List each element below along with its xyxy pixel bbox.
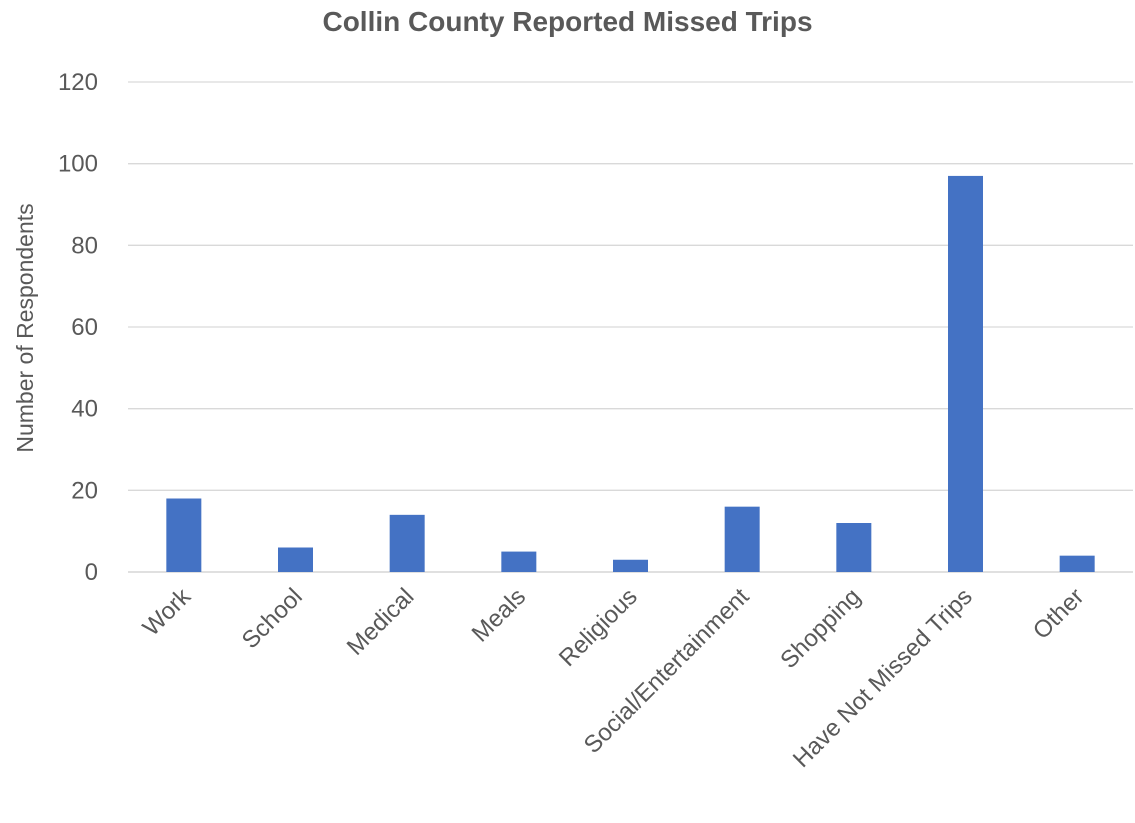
bar xyxy=(278,547,313,572)
x-tick-label: Work xyxy=(138,582,197,641)
x-tick-label: School xyxy=(237,583,308,654)
chart-title: Collin County Reported Missed Trips xyxy=(322,6,813,37)
y-tick-label: 80 xyxy=(71,232,98,259)
bar xyxy=(613,559,648,572)
bar xyxy=(724,506,760,572)
y-tick-label: 100 xyxy=(58,151,98,178)
bar xyxy=(836,523,872,572)
x-tick-label: Medical xyxy=(342,583,420,661)
y-axis-label: Number of Respondents xyxy=(12,203,38,452)
bar xyxy=(1059,555,1095,572)
y-tick-label: 60 xyxy=(71,314,98,341)
x-tick-label: Meals xyxy=(467,583,531,647)
bar xyxy=(948,175,983,572)
bar xyxy=(501,551,537,572)
y-tick-label: 120 xyxy=(58,69,98,96)
x-tick-label: Have Not Missed Trips xyxy=(788,583,978,773)
bar xyxy=(389,514,425,572)
x-tick-label: Other xyxy=(1028,583,1090,645)
x-tick-label: Shopping xyxy=(775,583,866,674)
y-tick-label: 20 xyxy=(71,477,98,504)
bar xyxy=(166,498,202,572)
y-tick-label: 40 xyxy=(71,396,98,423)
y-tick-label: 0 xyxy=(85,559,98,586)
x-tick-label: Religious xyxy=(554,583,643,672)
